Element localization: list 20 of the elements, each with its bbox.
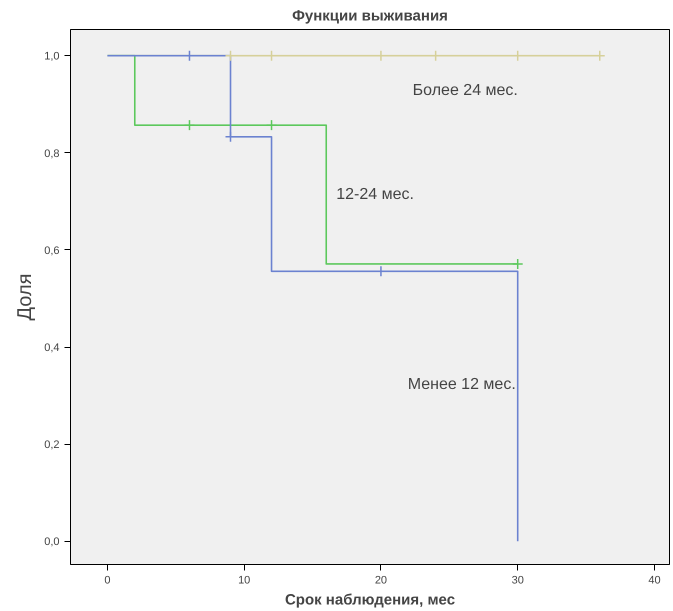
y-tick-label: 0,4 [44,342,60,354]
point [184,119,196,131]
chart-title: Функции выживания [292,8,448,24]
x-tick-label: 30 [512,574,524,586]
point [266,119,278,131]
y-tick-label: 1,0 [44,50,60,63]
series-label: Менее 12 мес. [408,376,516,394]
y-tick-label: 0,0 [44,536,60,548]
point [512,258,524,270]
x-tick-label: 40 [648,574,661,586]
y-tick-label: 0,6 [44,244,60,257]
y-tick-label: 0,2 [44,439,60,452]
series-label: Более 24 мес. [412,82,518,100]
x-tick-label: 10 [238,574,250,586]
y-axis-title: Доля [14,274,36,320]
y-tick-label: 0,8 [44,148,60,160]
x-tick-label: 0 [104,574,110,586]
series-label: 12-24 мес. [336,186,414,204]
x-axis-title: Срок наблюдения, мес [284,592,456,608]
x-tick-label: 20 [374,574,388,586]
